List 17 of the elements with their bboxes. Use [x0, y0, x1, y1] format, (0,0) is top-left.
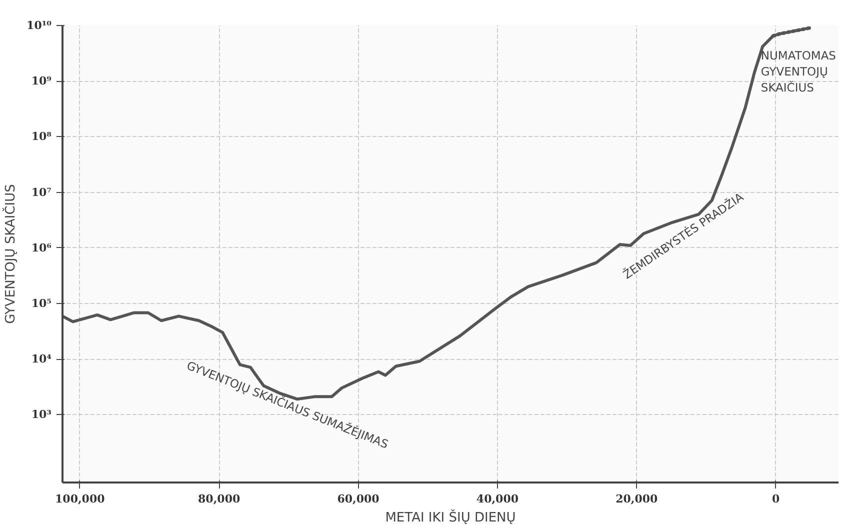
x-tick-label: 80,000	[198, 492, 240, 506]
y-tick-label: 10³	[31, 408, 52, 422]
y-axis-title: GYVENTOJŲ SKAIČIUS	[2, 184, 19, 324]
y-tick-label: 10⁶	[31, 241, 52, 254]
annotation: NUMATOMAS GYVENTOJŲ SKAIČIUS	[760, 48, 836, 95]
y-tick-label: 10⁸	[31, 130, 52, 144]
y-tick-label: 10⁴	[31, 352, 52, 366]
x-tick-label: 40,000	[476, 492, 519, 506]
y-tick-label: 10¹⁰	[26, 19, 52, 32]
y-tick-label: 10⁹	[31, 74, 52, 88]
x-tick-label: 100,000	[55, 492, 106, 506]
x-tick-label: 20,000	[616, 492, 658, 506]
y-tick-label: 10⁷	[31, 186, 52, 199]
y-tick-label: 10⁵	[31, 296, 52, 310]
x-tick-label: 60,000	[337, 492, 380, 506]
x-axis-title: METAI IKI ŠIŲ DIENŲ	[385, 508, 516, 526]
x-tick-label: 0	[772, 492, 780, 506]
